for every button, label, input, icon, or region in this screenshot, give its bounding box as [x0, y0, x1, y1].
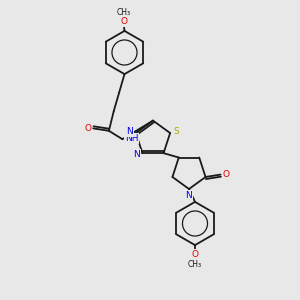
- Text: NH: NH: [125, 134, 138, 143]
- Text: N: N: [127, 127, 133, 136]
- Text: S: S: [174, 127, 180, 136]
- Text: O: O: [120, 17, 128, 26]
- Text: CH₃: CH₃: [117, 8, 131, 17]
- Text: N: N: [133, 150, 140, 159]
- Text: O: O: [191, 250, 199, 259]
- Text: O: O: [84, 124, 92, 133]
- Text: O: O: [222, 170, 230, 179]
- Text: N: N: [186, 191, 192, 200]
- Text: CH₃: CH₃: [188, 260, 202, 269]
